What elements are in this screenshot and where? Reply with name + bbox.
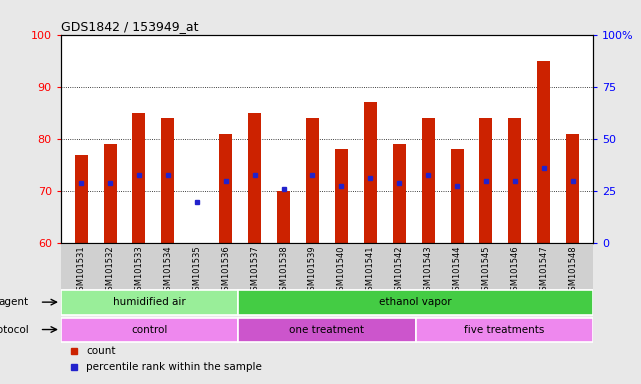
Bar: [566, 134, 579, 243]
Bar: [277, 191, 290, 243]
Bar: [364, 103, 377, 243]
Text: GSM101535: GSM101535: [192, 246, 201, 296]
Text: GSM101540: GSM101540: [337, 246, 346, 296]
Text: GSM101546: GSM101546: [510, 246, 519, 296]
Text: GSM101548: GSM101548: [568, 246, 577, 296]
Bar: [219, 134, 232, 243]
Text: GSM101544: GSM101544: [453, 246, 462, 296]
Text: GSM101532: GSM101532: [106, 246, 115, 296]
Bar: [508, 118, 521, 243]
Bar: [61, 318, 238, 343]
Text: GSM101543: GSM101543: [424, 246, 433, 296]
Text: GSM101547: GSM101547: [539, 246, 548, 296]
Text: GSM101538: GSM101538: [279, 246, 288, 296]
Text: GSM101541: GSM101541: [366, 246, 375, 296]
Text: GDS1842 / 153949_at: GDS1842 / 153949_at: [61, 20, 199, 33]
Text: agent: agent: [0, 297, 29, 307]
Bar: [537, 61, 550, 243]
Bar: [238, 318, 415, 343]
Text: GSM101531: GSM101531: [77, 246, 86, 296]
Bar: [306, 118, 319, 243]
Text: GSM101536: GSM101536: [221, 246, 230, 296]
Text: GSM101533: GSM101533: [135, 246, 144, 296]
Text: humidified air: humidified air: [113, 297, 186, 307]
Text: GSM101539: GSM101539: [308, 246, 317, 296]
Bar: [415, 318, 593, 343]
Bar: [479, 118, 492, 243]
Bar: [335, 149, 348, 243]
Bar: [422, 118, 435, 243]
Bar: [238, 290, 593, 315]
Bar: [393, 144, 406, 243]
Text: protocol: protocol: [0, 324, 29, 334]
Bar: [133, 113, 146, 243]
Bar: [74, 155, 88, 243]
Text: GSM101542: GSM101542: [395, 246, 404, 296]
Bar: [104, 144, 117, 243]
Bar: [248, 113, 261, 243]
Text: one treatment: one treatment: [289, 324, 365, 334]
Text: GSM101534: GSM101534: [163, 246, 172, 296]
Text: percentile rank within the sample: percentile rank within the sample: [87, 362, 262, 372]
Text: ethanol vapor: ethanol vapor: [379, 297, 452, 307]
Text: GSM101545: GSM101545: [481, 246, 490, 296]
Text: five treatments: five treatments: [464, 324, 544, 334]
Bar: [451, 149, 463, 243]
Bar: [61, 290, 238, 315]
Text: GSM101537: GSM101537: [250, 246, 259, 296]
Text: control: control: [131, 324, 168, 334]
Bar: [162, 118, 174, 243]
Text: count: count: [87, 346, 116, 356]
